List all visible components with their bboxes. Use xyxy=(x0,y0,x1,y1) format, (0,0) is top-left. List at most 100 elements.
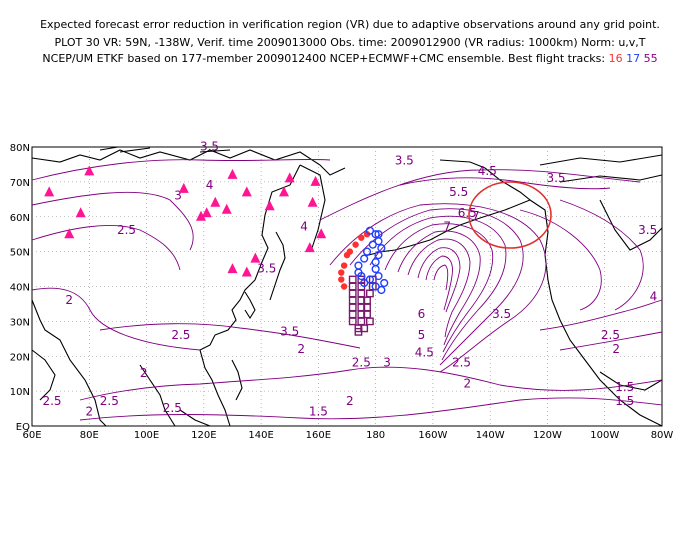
track-17-point xyxy=(362,247,372,256)
lat-tick-label: 80N xyxy=(10,143,30,154)
contour-label: 1.5 xyxy=(615,394,634,408)
station-marker xyxy=(304,242,315,253)
contour-7-ridge xyxy=(433,264,449,291)
north-america-west-coast xyxy=(529,199,663,427)
contour-3.5-ridge xyxy=(349,208,524,366)
track-16-point xyxy=(340,283,348,290)
contour-label: 3.5 xyxy=(492,307,511,321)
track-17-point xyxy=(374,237,383,246)
contour-label: 1.5 xyxy=(309,405,328,419)
verification-region-circle xyxy=(468,181,552,249)
station-marker xyxy=(84,165,95,176)
track-55-point xyxy=(348,303,357,312)
contour-label: 3.5 xyxy=(395,153,414,167)
contour-label: 5 xyxy=(418,328,426,342)
station-marker xyxy=(221,203,232,214)
contour-label: 2.5 xyxy=(42,394,61,408)
lon-tick-label: 100E xyxy=(134,430,159,441)
india-coast xyxy=(31,299,107,427)
station-marker xyxy=(241,266,252,277)
track-17-label: 17 xyxy=(626,52,641,65)
contour-label: 4 xyxy=(650,289,658,303)
track-55-point xyxy=(348,275,357,284)
contour-label: 1.5 xyxy=(615,380,634,394)
station-marker xyxy=(307,196,318,207)
asia-north-coast xyxy=(31,149,346,176)
contour-label: 2.5 xyxy=(601,328,620,342)
station-marker xyxy=(201,207,212,218)
contour-label: 3 xyxy=(383,356,391,370)
korea-coast xyxy=(244,291,256,320)
contour-label: 2 xyxy=(85,405,93,419)
track-16-point xyxy=(338,276,345,283)
plot-title-line-2: PLOT 30 VR: 59N, -138W, Verif. time 2009… xyxy=(54,36,646,49)
contour-6-ridge xyxy=(417,247,461,313)
latitude-labels: EQ 10N 20N 30N 40N 50N 60N 70N 80N xyxy=(10,143,30,433)
lat-tick-label: 50N xyxy=(10,248,30,259)
contour-4.5-north xyxy=(399,177,611,190)
track-17-point xyxy=(368,240,377,249)
lon-tick-label: 180 xyxy=(366,430,385,441)
contour-label: 3.5 xyxy=(200,139,219,153)
track-16-point xyxy=(352,241,359,248)
contour-2.5-mid xyxy=(99,323,361,349)
contour-label: 2.5 xyxy=(171,328,190,342)
canada-north xyxy=(539,154,663,183)
track-16-point xyxy=(346,248,354,255)
lat-tick-label: 30N xyxy=(10,317,30,328)
track-55-point xyxy=(348,296,357,305)
lon-tick-label: 80E xyxy=(80,430,99,441)
plot-title-line-1: Expected forecast error reduction in ver… xyxy=(40,18,660,31)
hudson-bay xyxy=(599,199,663,251)
lon-tick-label: 120W xyxy=(533,430,562,441)
contour-2-east xyxy=(559,331,663,351)
track-55-point xyxy=(360,324,369,333)
track-55-point xyxy=(348,310,357,319)
track-16-point xyxy=(358,234,365,241)
contour-3.5-pacific xyxy=(319,169,641,221)
station-marker xyxy=(241,186,252,197)
contour-5.5-ridge xyxy=(407,238,471,338)
forecast-error-contours xyxy=(31,158,663,421)
station-marker xyxy=(227,168,238,179)
track-17-point xyxy=(371,282,380,291)
lat-tick-label: EQ xyxy=(16,422,30,433)
contour-label: 2 xyxy=(65,293,73,307)
station-marker xyxy=(316,228,327,239)
kamchatka-coast xyxy=(299,164,326,249)
track-55-point xyxy=(348,289,357,298)
contour-4-east xyxy=(519,209,602,311)
contour-2-west xyxy=(31,287,201,351)
lon-tick-label: 60E xyxy=(22,430,41,441)
lon-tick-label: 100W xyxy=(590,430,619,441)
philippines xyxy=(231,359,243,401)
track-55-point xyxy=(366,317,374,326)
contour-6.5-ridge xyxy=(425,255,453,311)
lon-tick-label: 160E xyxy=(306,430,331,441)
contour-label: 3.5 xyxy=(546,171,565,185)
track-55-point xyxy=(357,317,366,326)
track-16-point xyxy=(340,262,348,269)
southeast-asia-coast xyxy=(139,364,211,427)
track-17-point xyxy=(380,278,389,288)
station-marker xyxy=(264,200,275,211)
track-17-point xyxy=(360,278,369,288)
contour-3.5-north xyxy=(31,158,331,181)
lon-tick-label: 140E xyxy=(248,430,273,441)
contour-2.5-east xyxy=(539,299,663,331)
station-marker xyxy=(284,172,295,183)
contour-label: 2 xyxy=(140,366,148,380)
ensemble-description: NCEP/UM ETKF based on 177-member 2009012… xyxy=(42,52,606,65)
contour-label: 3 xyxy=(174,188,182,202)
station-marker xyxy=(210,196,221,207)
contour-2.5-asia xyxy=(31,225,181,271)
lon-tick-label: 120E xyxy=(191,430,216,441)
contour-label: 7 xyxy=(472,209,480,223)
contour-label: 2 xyxy=(297,342,305,356)
track-17-point xyxy=(377,244,386,253)
lat-tick-label: 20N xyxy=(10,352,30,363)
lon-tick-label: 80W xyxy=(651,430,674,441)
contour-3-asia xyxy=(31,191,194,251)
contour-1.5-south xyxy=(79,397,663,421)
track-17-point xyxy=(360,254,369,263)
